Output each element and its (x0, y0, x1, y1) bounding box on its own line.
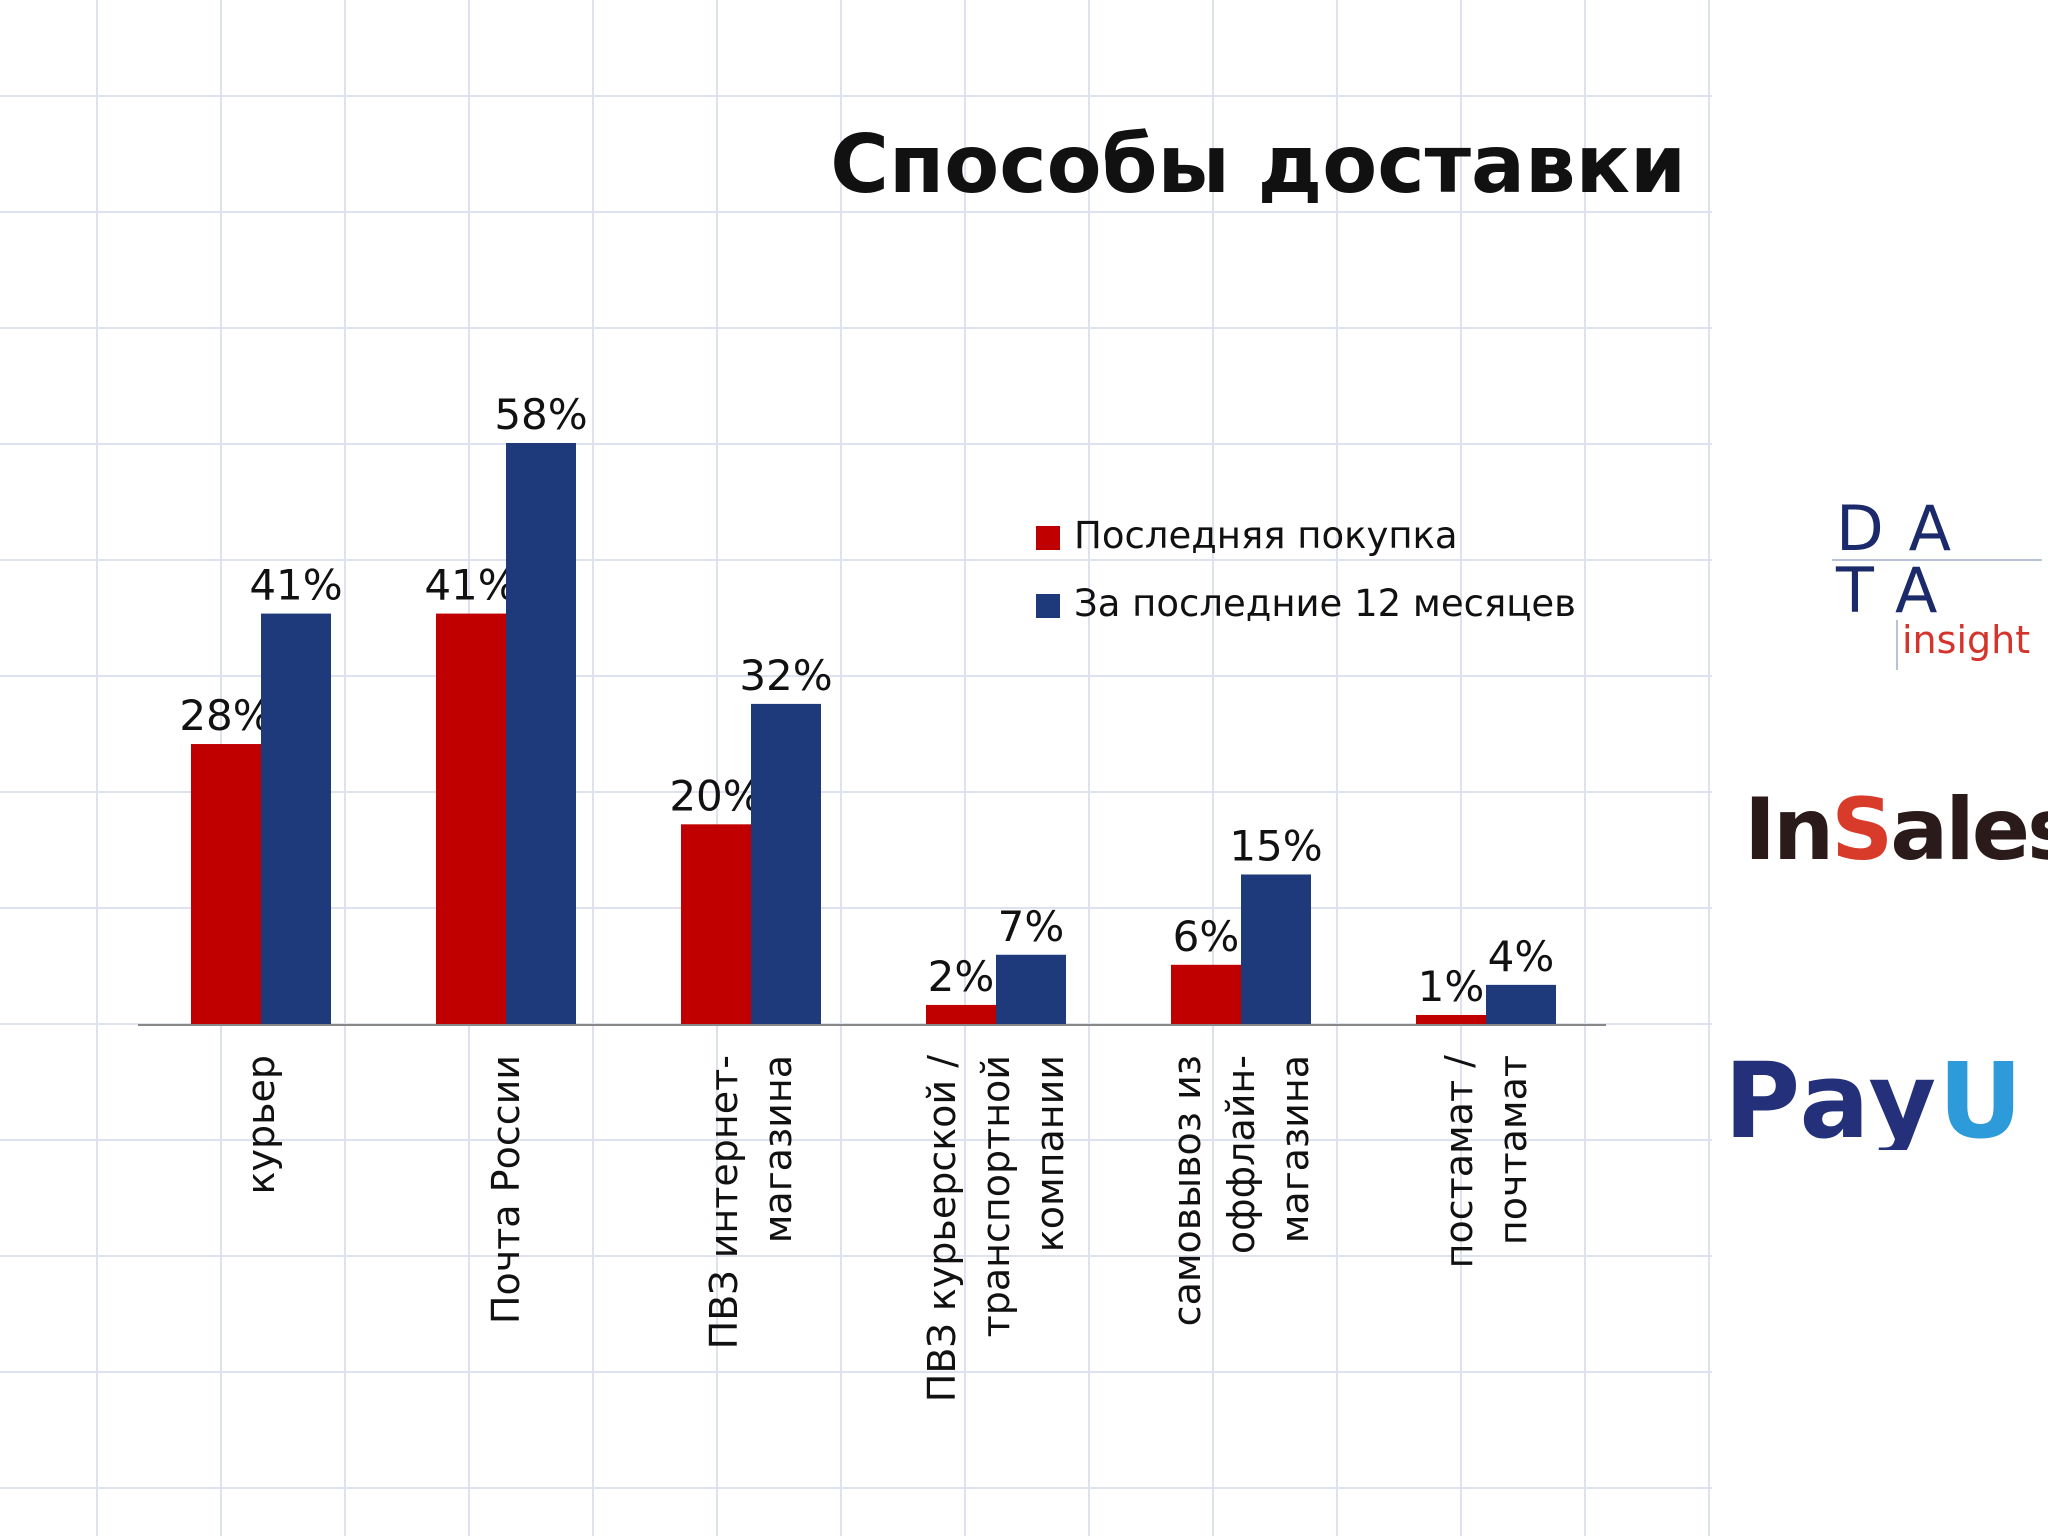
data-label: 15% (1229, 821, 1322, 870)
legend-label: За последние 12 месяцев (1074, 582, 1576, 625)
logo-text-line1: DA (1836, 492, 1978, 565)
category-label-line: ПВЗ курьерской / (920, 1055, 964, 1402)
bar-last-12-months (996, 954, 1066, 1025)
category-label-line: постамат / (1437, 1055, 1481, 1269)
data-label: 32% (739, 651, 832, 700)
category-label: постамат / почтамат (1437, 1055, 1535, 1269)
bar-last-12-months (261, 613, 331, 1025)
category-label-line: почтамат (1491, 1055, 1535, 1245)
logo-rule (1896, 620, 1898, 670)
category-label-line: Почта России (484, 1055, 528, 1324)
category-label-line: транспортной (974, 1055, 1018, 1337)
data-label: 58% (494, 390, 587, 439)
category-label-line: магазина (756, 1055, 800, 1243)
bars-group: 28% 41% 41% 58% 20% 32% 2%7% 6% 15% 1%4% (179, 390, 1556, 1025)
data-label: 4% (1488, 932, 1555, 981)
bar-last-12-months (1241, 874, 1311, 1025)
logo-panel (1712, 0, 2048, 1536)
chart-title: Способы доставки (830, 118, 1686, 211)
logo-rule (1832, 559, 2042, 561)
bar-last-12-months (751, 703, 821, 1025)
insales-logo: InSales (1744, 780, 2048, 890)
legend-label: Последняя покупка (1074, 514, 1458, 557)
category-labels: курьер Почта России ПВЗ интернет-магазина П… (239, 1055, 1535, 1402)
bar-last-purchase (436, 613, 506, 1025)
data-label: 6% (1173, 912, 1240, 961)
category-label-line: ПВЗ интернет- (702, 1055, 746, 1349)
data-label: 41% (424, 561, 517, 610)
data-label: 28% (179, 691, 272, 740)
bar-last-12-months (506, 443, 576, 1025)
category-label-line: магазина (1273, 1055, 1317, 1243)
payu-logo: PayU (1724, 1040, 2048, 1150)
category-label-line: курьер (239, 1055, 283, 1194)
data-label: 1% (1418, 962, 1485, 1011)
bar-last-12-months (1486, 984, 1556, 1025)
category-label: Почта России (484, 1055, 528, 1324)
category-label-line: компании (1028, 1055, 1072, 1252)
legend-swatch (1036, 594, 1060, 618)
bar-last-purchase (1171, 964, 1241, 1025)
category-label: самовывоз из оффлайн-магазина (1165, 1055, 1317, 1326)
category-label: ПВЗ интернет-магазина (702, 1055, 800, 1349)
data-label: 41% (249, 561, 342, 610)
legend-swatch (1036, 526, 1060, 550)
data-label: 20% (669, 771, 762, 820)
category-label: курьер (239, 1055, 283, 1194)
bar-last-purchase (681, 824, 751, 1025)
bar-last-purchase (1416, 1014, 1486, 1025)
logo-text-accent: U (1938, 1040, 2025, 1150)
bar-last-purchase (926, 1004, 996, 1025)
logo-text-line2: TA (1836, 554, 1964, 627)
logo-text: Pay (1724, 1040, 1939, 1150)
logo-text-insight: insight (1902, 618, 2031, 662)
logo-text: In (1744, 780, 1834, 880)
data-label: 2% (928, 952, 995, 1001)
logo-text-accent: S (1831, 780, 1893, 880)
data-label: 7% (998, 902, 1065, 951)
category-label: ПВЗ курьерской / транспортной компании (920, 1055, 1072, 1402)
logo-text: ales (1890, 780, 2048, 880)
category-label-line: оффлайн- (1219, 1055, 1263, 1254)
legend: Последняя покупка За последние 12 месяцев (1036, 514, 1576, 625)
data-insight-logo: DA TA insight (1832, 492, 2046, 670)
category-label-line: самовывоз из (1165, 1055, 1209, 1326)
bar-last-purchase (191, 744, 261, 1025)
